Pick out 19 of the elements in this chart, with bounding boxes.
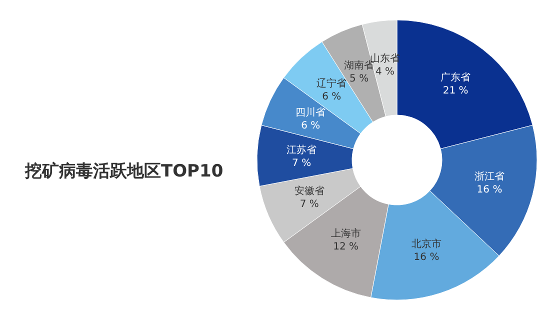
slice-label: 江苏省 [286, 144, 317, 156]
slice-label: 上海市 [330, 228, 361, 240]
data-label: 5 % [350, 73, 369, 84]
data-label: 6 % [301, 120, 320, 132]
slice-label: 安徽省 [294, 184, 324, 197]
data-label: 12 % [333, 242, 359, 253]
text: 挖矿病毒活跃地区TOP10 [24, 162, 224, 182]
slice-label: 辽宁省 [316, 77, 347, 90]
slice-label: 四川省 [296, 106, 326, 118]
data-label: 16 % [414, 252, 440, 263]
data-label: 6 % [322, 91, 342, 102]
data-label: 16 % [476, 184, 502, 196]
data-label: 7 % [300, 198, 319, 210]
data-label: 4 % [376, 66, 395, 78]
slice-label: 北京市 [412, 238, 442, 250]
data-label: 7 % [292, 158, 312, 169]
data-label: 21 % [442, 86, 468, 97]
slice-label: 广东省 [440, 72, 471, 84]
slice-label: 浙江省 [474, 170, 504, 183]
